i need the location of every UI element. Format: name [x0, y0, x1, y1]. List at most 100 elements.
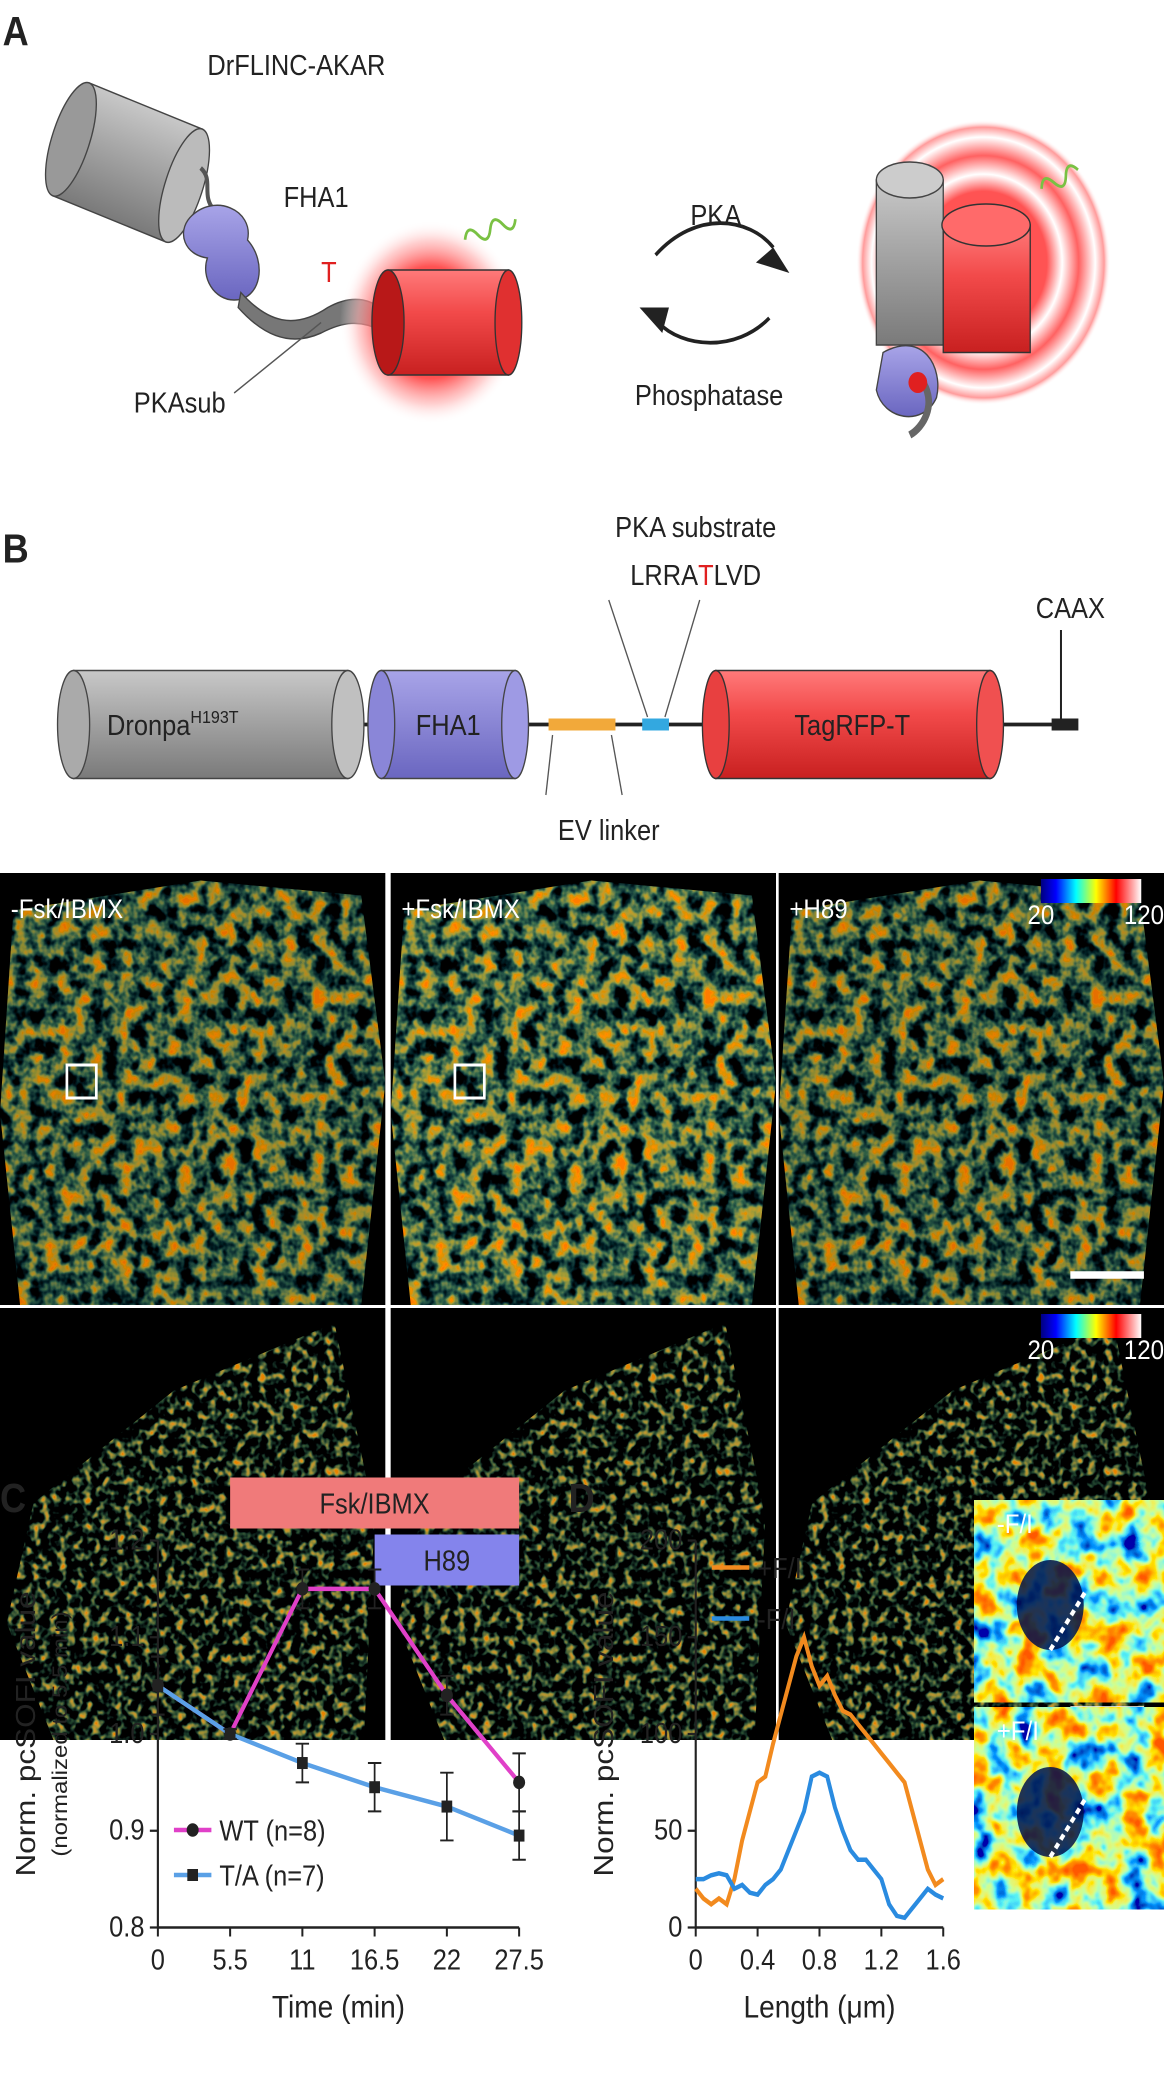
data-point	[224, 1728, 236, 1740]
x-tick-label: 0.8	[802, 1944, 837, 1976]
domain-label: FHA1	[284, 182, 349, 214]
sequence-part: LRRA	[630, 560, 698, 592]
cell-image	[778, 880, 1164, 1305]
y-tick-label: 1.0	[109, 1718, 144, 1750]
x-tick-label: 5.5	[212, 1944, 247, 1976]
treatment-bar	[230, 1477, 520, 1529]
domain-label: DronpaH193T	[107, 707, 239, 741]
condition-label: +Fsk/IBMX	[401, 895, 519, 925]
panel-label: B	[3, 527, 29, 572]
y-tick-label: 100	[640, 1718, 682, 1750]
legend-label: WT (n=8)	[219, 1815, 325, 1847]
cell-image	[0, 880, 386, 1305]
treatment-bar	[374, 1534, 520, 1586]
treatment-label: H89	[424, 1545, 471, 1577]
charts: C 0.8 0.9 1.0 1.1 1.2 0 5.5 11 16.5 22 27.5 Time (mi…	[0, 1476, 1164, 2025]
condition-label: -Fsk/IBMX	[11, 895, 123, 925]
colorbar-min: 20	[1028, 1336, 1055, 1366]
y-axis-label: Norm. pcSOFI value	[10, 1591, 41, 1876]
x-axis-label: Length (μm)	[744, 1990, 896, 2025]
y-tick-label: 0	[668, 1911, 682, 1943]
linker-label: EV linker	[558, 815, 660, 847]
inset-dark	[1016, 1767, 1084, 1857]
legend-label: T/A (n=7)	[219, 1860, 324, 1892]
data-point	[297, 1757, 308, 1770]
reverse-label: Phosphatase	[635, 380, 783, 412]
legend-label: -F/I	[757, 1604, 795, 1636]
anchor-label: CAAX	[1036, 593, 1105, 625]
inset-label: +F/I	[997, 1717, 1039, 1747]
image-signal	[0, 880, 386, 1305]
data-point	[440, 1688, 453, 1703]
sequence-residue: T	[698, 560, 714, 592]
substrate-label: PKAsub	[134, 387, 226, 419]
forward-label: PKA	[690, 200, 741, 232]
fha1-domain	[367, 669, 530, 780]
x-tick-label: 1.2	[864, 1944, 899, 1976]
data-point	[441, 1800, 453, 1813]
colorbar-max: 120	[1124, 901, 1164, 931]
roi-box	[65, 1063, 98, 1100]
colorbar-min: 20	[1028, 901, 1055, 931]
donor-cylinder	[44, 81, 211, 244]
legend-marker	[186, 1823, 199, 1837]
cell-image	[390, 880, 776, 1305]
acceptor-cylinder	[371, 269, 523, 376]
domain-superscript: H193T	[190, 707, 239, 727]
y-tick-label: 1.2	[109, 1524, 144, 1556]
sequence-part: LVD	[714, 560, 762, 592]
domain-label: TagRFP-T	[794, 710, 910, 742]
inset-label: -F/I	[997, 1510, 1033, 1540]
y-tick-label: 0.8	[109, 1911, 144, 1943]
y-tick-label: 200	[640, 1524, 682, 1556]
x-tick-label: 1.6	[926, 1944, 961, 1976]
panel-label: A	[3, 9, 29, 54]
series-line	[156, 1683, 520, 1838]
panel-label: C	[0, 1476, 26, 1521]
x-tick-label: 27.5	[494, 1944, 543, 1976]
x-tick-label: 22	[433, 1944, 461, 1976]
substrate-title: PKA substrate	[615, 512, 776, 544]
dronpa-domain	[56, 669, 365, 780]
x-tick-label: 0.4	[740, 1944, 775, 1976]
data-point	[369, 1781, 380, 1794]
data-point	[513, 1829, 525, 1842]
y-axis-label: Norm. pcSOFI value	[588, 1591, 619, 1876]
x-tick-label: 11	[289, 1944, 315, 1976]
condition-label: +H89	[789, 895, 847, 925]
domain-label: FHA1	[416, 710, 481, 742]
legend-label: +F/I	[757, 1553, 801, 1585]
data-point	[368, 1582, 381, 1596]
y-tick-label: 150	[640, 1621, 682, 1653]
y-tick-label: 0.9	[109, 1814, 144, 1846]
x-tick-label: 0	[689, 1944, 703, 1976]
y-tick-label: 1.1	[109, 1621, 144, 1653]
x-axis-label: Time (min)	[272, 1990, 405, 2025]
residue-label: T	[321, 257, 337, 289]
profile-line	[1048, 1588, 1089, 1652]
image-signal	[390, 880, 776, 1305]
ev-linker	[548, 718, 616, 731]
series-line	[694, 1630, 945, 1908]
y-axis-note: (normalized to 5.5 min)	[47, 1611, 71, 1856]
colorbar-max: 120	[1124, 1336, 1164, 1366]
panel-label: D	[569, 1476, 595, 1521]
x-tick-label: 0	[151, 1944, 165, 1976]
colorbar	[1040, 1314, 1142, 1338]
domain-name: Dronpa	[107, 710, 191, 742]
image-signal	[778, 880, 1164, 1305]
data-point	[296, 1582, 309, 1596]
tagrfp-domain	[701, 669, 1005, 780]
construct-title: DrFLINC-AKAR	[207, 50, 385, 82]
colorbar	[1040, 879, 1142, 903]
inset-dark	[1016, 1560, 1084, 1650]
data-point	[152, 1679, 164, 1692]
legend-marker	[187, 1869, 199, 1881]
data-point	[513, 1775, 526, 1790]
treatment-label: Fsk/IBMX	[320, 1488, 430, 1520]
sequence: LRRATLVD	[630, 560, 761, 592]
series-line	[695, 1770, 945, 1921]
substrate-site	[642, 718, 669, 731]
profile-line	[1048, 1795, 1089, 1859]
